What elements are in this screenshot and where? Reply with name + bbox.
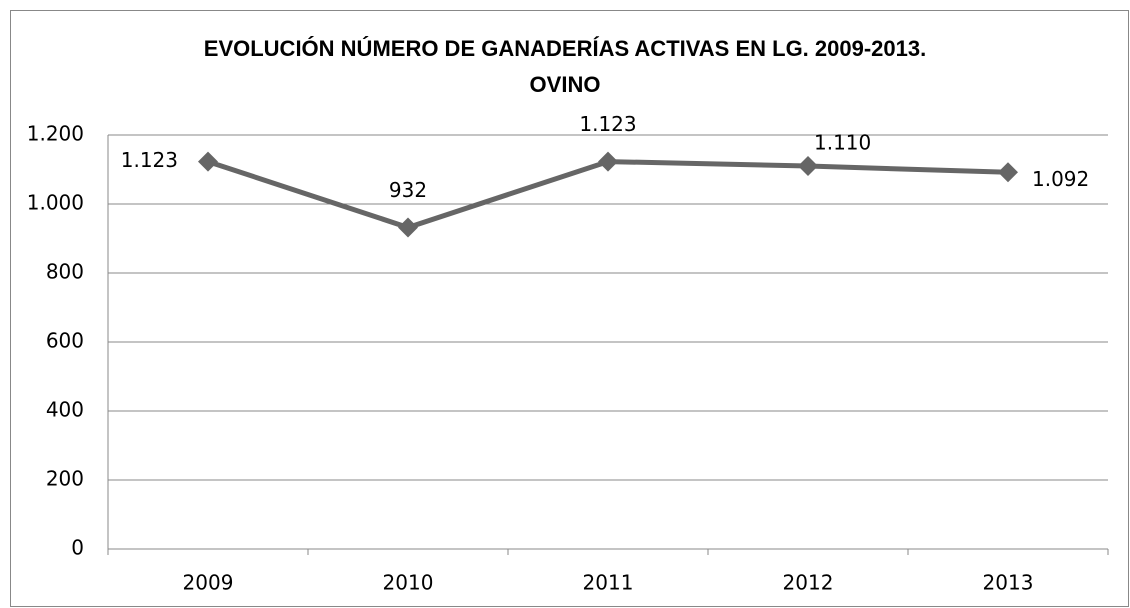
x-tick-label: 2011 (583, 571, 634, 595)
y-tick-label: 800 (46, 260, 84, 284)
data-label: 1.123 (579, 112, 636, 136)
x-tick-label: 2012 (783, 571, 834, 595)
marker (598, 151, 618, 172)
y-tick-label: 1.000 (27, 191, 84, 215)
chart-title: EVOLUCIÓN NÚMERO DE GANADERÍAS ACTIVAS E… (204, 36, 926, 61)
x-tick-label: 2009 (183, 571, 234, 595)
data-label: 1.110 (814, 131, 871, 155)
x-tick-label: 2013 (983, 571, 1034, 595)
marker (798, 156, 818, 177)
y-tick-label: 600 (46, 329, 84, 353)
data-label: 1.092 (1032, 167, 1089, 191)
y-tick-label: 0 (71, 536, 84, 560)
data-label: 1.123 (121, 148, 178, 172)
y-tick-label: 400 (46, 398, 84, 422)
chart-border (10, 10, 1129, 607)
y-tick-label: 1.200 (27, 122, 84, 146)
chart-title: OVINO (530, 72, 601, 97)
marker (998, 162, 1018, 183)
x-tick-label: 2010 (383, 571, 434, 595)
data-label: 932 (389, 178, 427, 202)
marker (398, 217, 418, 238)
y-tick-label: 200 (46, 467, 84, 491)
marker (198, 151, 218, 172)
